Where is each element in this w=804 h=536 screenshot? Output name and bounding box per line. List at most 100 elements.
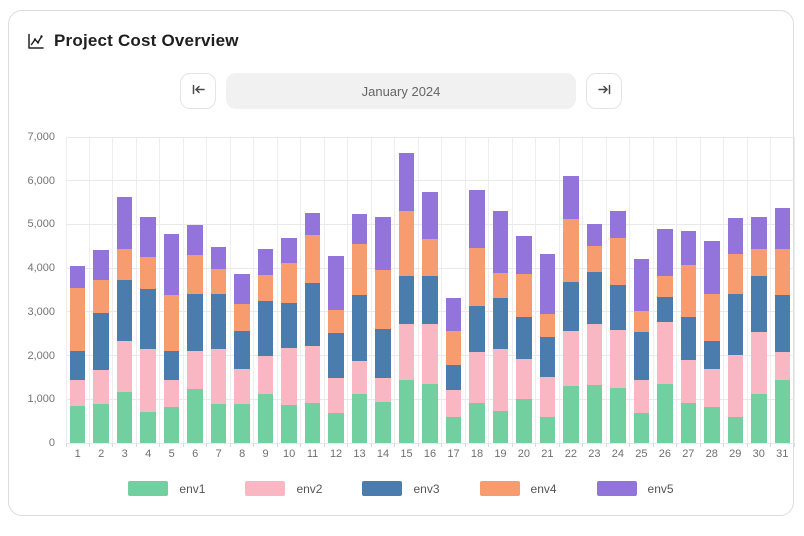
bar-segment-env3-day-2[interactable] (93, 312, 109, 371)
bar-segment-env1-day-26[interactable] (657, 384, 673, 443)
next-month-button[interactable] (586, 73, 622, 109)
bar-day-13[interactable] (351, 137, 368, 443)
bar-segment-env1-day-2[interactable] (93, 403, 109, 443)
bar-segment-env4-day-24[interactable] (610, 238, 626, 286)
bar-segment-env4-day-19[interactable] (492, 272, 509, 298)
bar-segment-env1-day-11[interactable] (304, 402, 321, 443)
bar-segment-env4-day-6[interactable] (187, 255, 203, 294)
bar-day-24[interactable] (610, 137, 626, 443)
bar-segment-env3-day-28[interactable] (704, 341, 720, 369)
bar-segment-env1-day-23[interactable] (586, 385, 603, 443)
bar-segment-env5-day-15[interactable] (398, 153, 415, 211)
bar-segment-env3-day-14[interactable] (375, 329, 391, 378)
legend-item-env3[interactable]: env3 (362, 481, 440, 496)
bar-segment-env2-day-10[interactable] (281, 348, 297, 406)
bar-segment-env4-day-5[interactable] (163, 295, 180, 352)
bar-segment-env5-day-20[interactable] (516, 236, 532, 274)
bar-segment-env1-day-27[interactable] (680, 402, 697, 443)
bar-segment-env3-day-21[interactable] (539, 337, 556, 378)
bar-segment-env1-day-10[interactable] (281, 405, 297, 443)
bar-day-2[interactable] (93, 137, 109, 443)
bar-segment-env2-day-31[interactable] (774, 352, 790, 380)
bar-segment-env3-day-26[interactable] (657, 297, 673, 322)
bar-day-30[interactable] (751, 137, 767, 443)
bar-segment-env2-day-30[interactable] (751, 331, 767, 395)
bar-segment-env1-day-17[interactable] (445, 417, 462, 443)
bar-segment-env1-day-7[interactable] (210, 403, 227, 443)
bar-segment-env3-day-16[interactable] (422, 275, 438, 325)
bar-segment-env2-day-20[interactable] (516, 358, 532, 399)
bar-segment-env1-day-28[interactable] (704, 407, 720, 443)
bar-segment-env3-day-17[interactable] (445, 364, 462, 390)
bar-segment-env2-day-3[interactable] (116, 340, 133, 392)
bar-segment-env1-day-16[interactable] (422, 384, 438, 443)
bar-segment-env3-day-31[interactable] (774, 295, 790, 353)
bar-day-6[interactable] (187, 137, 203, 443)
bar-segment-env4-day-9[interactable] (257, 275, 274, 301)
bar-segment-env5-day-14[interactable] (375, 217, 391, 270)
bar-day-16[interactable] (422, 137, 438, 443)
bar-segment-env4-day-12[interactable] (328, 309, 344, 333)
bar-segment-env4-day-23[interactable] (586, 246, 603, 273)
bar-segment-env3-day-9[interactable] (257, 300, 274, 357)
bar-day-28[interactable] (704, 137, 720, 443)
current-month-display[interactable]: January 2024 (226, 73, 576, 109)
bar-segment-env1-day-9[interactable] (257, 394, 274, 443)
bar-segment-env2-day-2[interactable] (93, 370, 109, 404)
bar-segment-env1-day-13[interactable] (351, 394, 368, 443)
bar-segment-env4-day-25[interactable] (633, 311, 650, 332)
bar-segment-env1-day-24[interactable] (610, 387, 626, 443)
bar-segment-env3-day-19[interactable] (492, 297, 509, 350)
bar-segment-env4-day-7[interactable] (210, 268, 227, 295)
bar-segment-env3-day-29[interactable] (727, 293, 744, 356)
bar-segment-env3-day-5[interactable] (163, 351, 180, 380)
bar-segment-env5-day-22[interactable] (563, 175, 579, 219)
bar-segment-env4-day-18[interactable] (469, 247, 485, 307)
bar-segment-env4-day-14[interactable] (375, 269, 391, 330)
bar-segment-env4-day-4[interactable] (140, 257, 156, 289)
bar-segment-env2-day-4[interactable] (140, 348, 156, 413)
bar-segment-env2-day-24[interactable] (610, 329, 626, 388)
bar-segment-env3-day-20[interactable] (516, 317, 532, 359)
legend-item-env1[interactable]: env1 (128, 481, 205, 496)
bar-segment-env1-day-12[interactable] (328, 412, 344, 443)
bar-segment-env2-day-17[interactable] (445, 389, 462, 418)
bar-day-26[interactable] (657, 137, 673, 443)
bar-segment-env4-day-16[interactable] (422, 238, 438, 276)
bar-day-14[interactable] (375, 137, 391, 443)
bar-segment-env5-day-26[interactable] (657, 228, 673, 276)
bar-segment-env2-day-16[interactable] (422, 324, 438, 384)
bar-segment-env1-day-3[interactable] (116, 391, 133, 443)
bar-segment-env3-day-18[interactable] (469, 306, 485, 352)
bar-day-29[interactable] (727, 137, 744, 443)
bar-segment-env5-day-29[interactable] (727, 218, 744, 254)
bar-segment-env3-day-11[interactable] (304, 282, 321, 346)
bar-segment-env3-day-4[interactable] (140, 288, 156, 349)
bar-segment-env4-day-29[interactable] (727, 253, 744, 294)
bar-day-3[interactable] (116, 137, 133, 443)
bar-segment-env5-day-5[interactable] (163, 234, 180, 296)
bar-day-23[interactable] (586, 137, 603, 443)
bar-segment-env2-day-9[interactable] (257, 356, 274, 395)
bar-day-10[interactable] (281, 137, 297, 443)
bar-segment-env1-day-5[interactable] (163, 407, 180, 443)
bar-segment-env4-day-21[interactable] (539, 314, 556, 338)
bar-segment-env1-day-6[interactable] (187, 388, 203, 443)
bar-segment-env1-day-15[interactable] (398, 379, 415, 443)
bar-segment-env5-day-17[interactable] (445, 297, 462, 331)
bar-segment-env2-day-15[interactable] (398, 324, 415, 380)
legend-item-env5[interactable]: env5 (596, 481, 674, 496)
bar-day-4[interactable] (140, 137, 156, 443)
bar-segment-env4-day-3[interactable] (116, 248, 133, 281)
legend-item-env4[interactable]: env4 (479, 481, 557, 496)
bar-segment-env3-day-1[interactable] (69, 351, 86, 380)
bar-segment-env5-day-6[interactable] (187, 225, 203, 256)
bar-segment-env2-day-7[interactable] (210, 349, 227, 404)
bar-segment-env4-day-17[interactable] (445, 330, 462, 365)
bar-segment-env1-day-4[interactable] (140, 412, 156, 443)
bar-segment-env1-day-31[interactable] (774, 379, 790, 443)
bar-segment-env2-day-19[interactable] (492, 349, 509, 411)
bar-segment-env4-day-11[interactable] (304, 234, 321, 283)
bar-segment-env1-day-18[interactable] (469, 402, 485, 443)
bar-segment-env2-day-23[interactable] (586, 324, 603, 386)
